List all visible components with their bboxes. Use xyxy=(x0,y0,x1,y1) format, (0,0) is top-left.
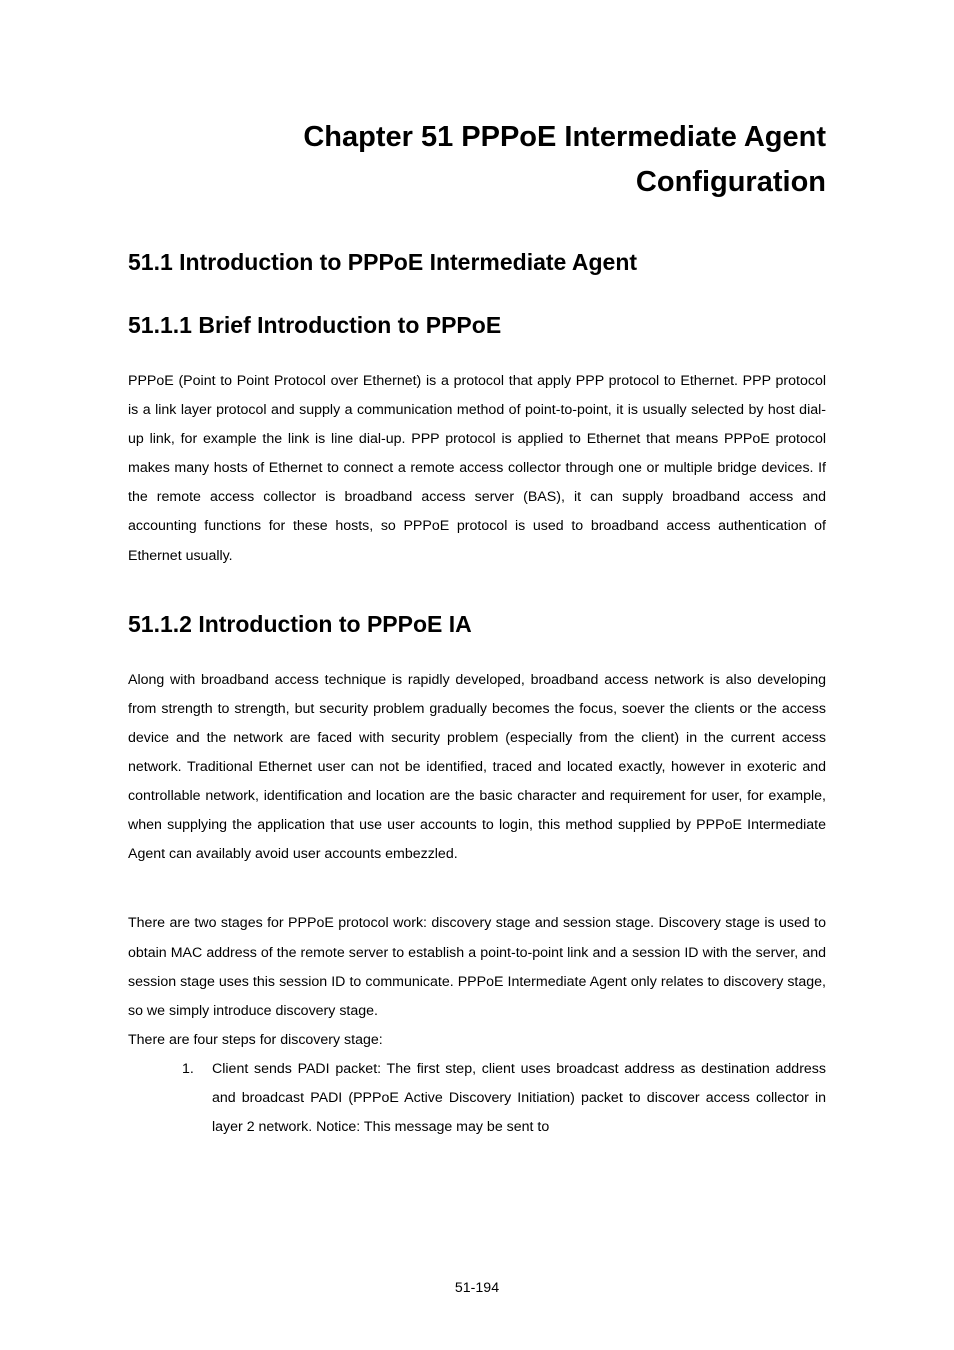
body-paragraph: There are four steps for discovery stage… xyxy=(128,1026,826,1055)
body-paragraph: PPPoE (Point to Point Protocol over Ethe… xyxy=(128,367,826,571)
list-item-body: Client sends PADI packet: The first step… xyxy=(212,1055,826,1142)
list-item-number: 1. xyxy=(182,1055,212,1142)
section-heading-51-1-1: 51.1.1 Brief Introduction to PPPoE xyxy=(128,312,826,339)
section-heading-51-1-2: 51.1.2 Introduction to PPPoE IA xyxy=(128,611,826,638)
body-paragraph: Along with broadband access technique is… xyxy=(128,666,826,870)
chapter-title: Chapter 51 PPPoE Intermediate Agent Conf… xyxy=(128,115,826,205)
section-heading-51-1: 51.1 Introduction to PPPoE Intermediate … xyxy=(128,249,826,276)
body-paragraph: There are two stages for PPPoE protocol … xyxy=(128,909,826,1025)
ordered-list: 1. Client sends PADI packet: The first s… xyxy=(128,1055,826,1142)
list-item: 1. Client sends PADI packet: The first s… xyxy=(182,1055,826,1142)
page-number: 51-194 xyxy=(0,1280,954,1296)
